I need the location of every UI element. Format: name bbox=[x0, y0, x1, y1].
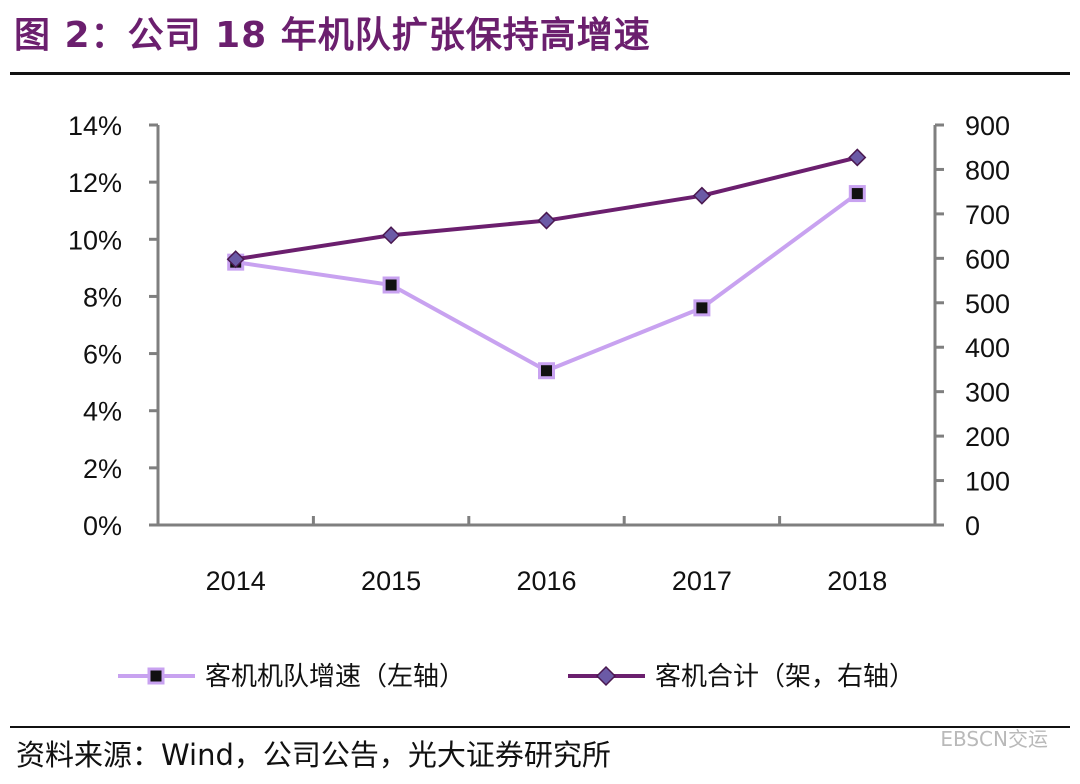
right-tick-label: 0 bbox=[965, 511, 980, 541]
legend-item-fleet-growth: 客机机队增速（左轴） bbox=[118, 662, 465, 692]
legend-growth-label: 客机机队增速（左轴） bbox=[205, 662, 465, 692]
right-tick-label: 100 bbox=[965, 467, 1010, 497]
right-tick-label: 400 bbox=[965, 333, 1010, 363]
fleet-growth-point bbox=[382, 276, 400, 294]
fleet-total-point bbox=[382, 226, 401, 245]
right-tick-label: 700 bbox=[965, 200, 1010, 230]
left-tick-label: 14% bbox=[68, 111, 122, 141]
fleet-growth-point bbox=[538, 362, 555, 380]
left-tick-label: 12% bbox=[68, 168, 122, 198]
right-tick-label: 200 bbox=[965, 422, 1010, 452]
right-tick-label: 900 bbox=[965, 111, 1010, 141]
right-axis-ticks: 0 100 200 300 400 500 600 700 800 900 bbox=[935, 111, 1010, 541]
left-axis-ticks: 0% 2% 4% 6% 8% 10% 12% 14% bbox=[68, 111, 158, 541]
left-tick-label: 8% bbox=[83, 282, 122, 312]
fleet-growth-point bbox=[848, 185, 866, 203]
series-fleet-growth bbox=[227, 185, 866, 380]
legend-growth-marker bbox=[147, 667, 165, 685]
right-tick-label: 800 bbox=[965, 155, 1010, 185]
right-tick-label: 300 bbox=[965, 378, 1010, 408]
x-axis-ticks: 2014 2015 2016 2017 2018 bbox=[206, 516, 887, 596]
legend-item-fleet-total: 客机合计（架，右轴） bbox=[568, 662, 915, 692]
fleet-total-point bbox=[848, 148, 867, 167]
source-note: 资料来源：Wind，公司公告，光大证券研究所 bbox=[16, 738, 611, 772]
x-tick-label: 2016 bbox=[516, 566, 576, 596]
left-tick-label: 10% bbox=[68, 225, 122, 255]
left-tick-label: 0% bbox=[83, 511, 122, 541]
x-tick-label: 2014 bbox=[206, 566, 266, 596]
title-divider bbox=[10, 72, 1070, 75]
right-tick-label: 600 bbox=[965, 244, 1010, 274]
legend: 客机机队增速（左轴） 客机合计（架，右轴） bbox=[118, 662, 915, 692]
legend-total-label: 客机合计（架，右轴） bbox=[655, 662, 915, 692]
left-tick-label: 2% bbox=[83, 454, 122, 484]
left-tick-label: 6% bbox=[83, 340, 122, 370]
fleet-total-point bbox=[537, 211, 556, 230]
footer-divider bbox=[10, 726, 1070, 728]
x-tick-label: 2017 bbox=[672, 566, 732, 596]
fleet-total-point bbox=[692, 186, 711, 205]
fleet-total-point bbox=[226, 250, 245, 269]
x-tick-label: 2018 bbox=[827, 566, 887, 596]
chart-title: 图 2：公司 18 年机队扩张保持高增速 bbox=[14, 15, 651, 56]
left-tick-label: 4% bbox=[83, 397, 122, 427]
legend-total-marker bbox=[595, 665, 617, 687]
line-chart: 0% 2% 4% 6% 8% 10% 12% 14% 0 100 200 300 400 500 600 7… bbox=[68, 111, 1010, 692]
fleet-total-line bbox=[235, 155, 858, 262]
watermark: EBSCN交运 bbox=[940, 727, 1048, 751]
x-tick-label: 2015 bbox=[361, 566, 421, 596]
fleet-growth-point bbox=[693, 299, 711, 317]
right-tick-label: 500 bbox=[965, 289, 1010, 319]
plot-area: 0% 2% 4% 6% 8% 10% 12% 14% 0 100 200 300 400 500 600 7… bbox=[68, 111, 1010, 596]
series-fleet-total bbox=[226, 148, 867, 269]
